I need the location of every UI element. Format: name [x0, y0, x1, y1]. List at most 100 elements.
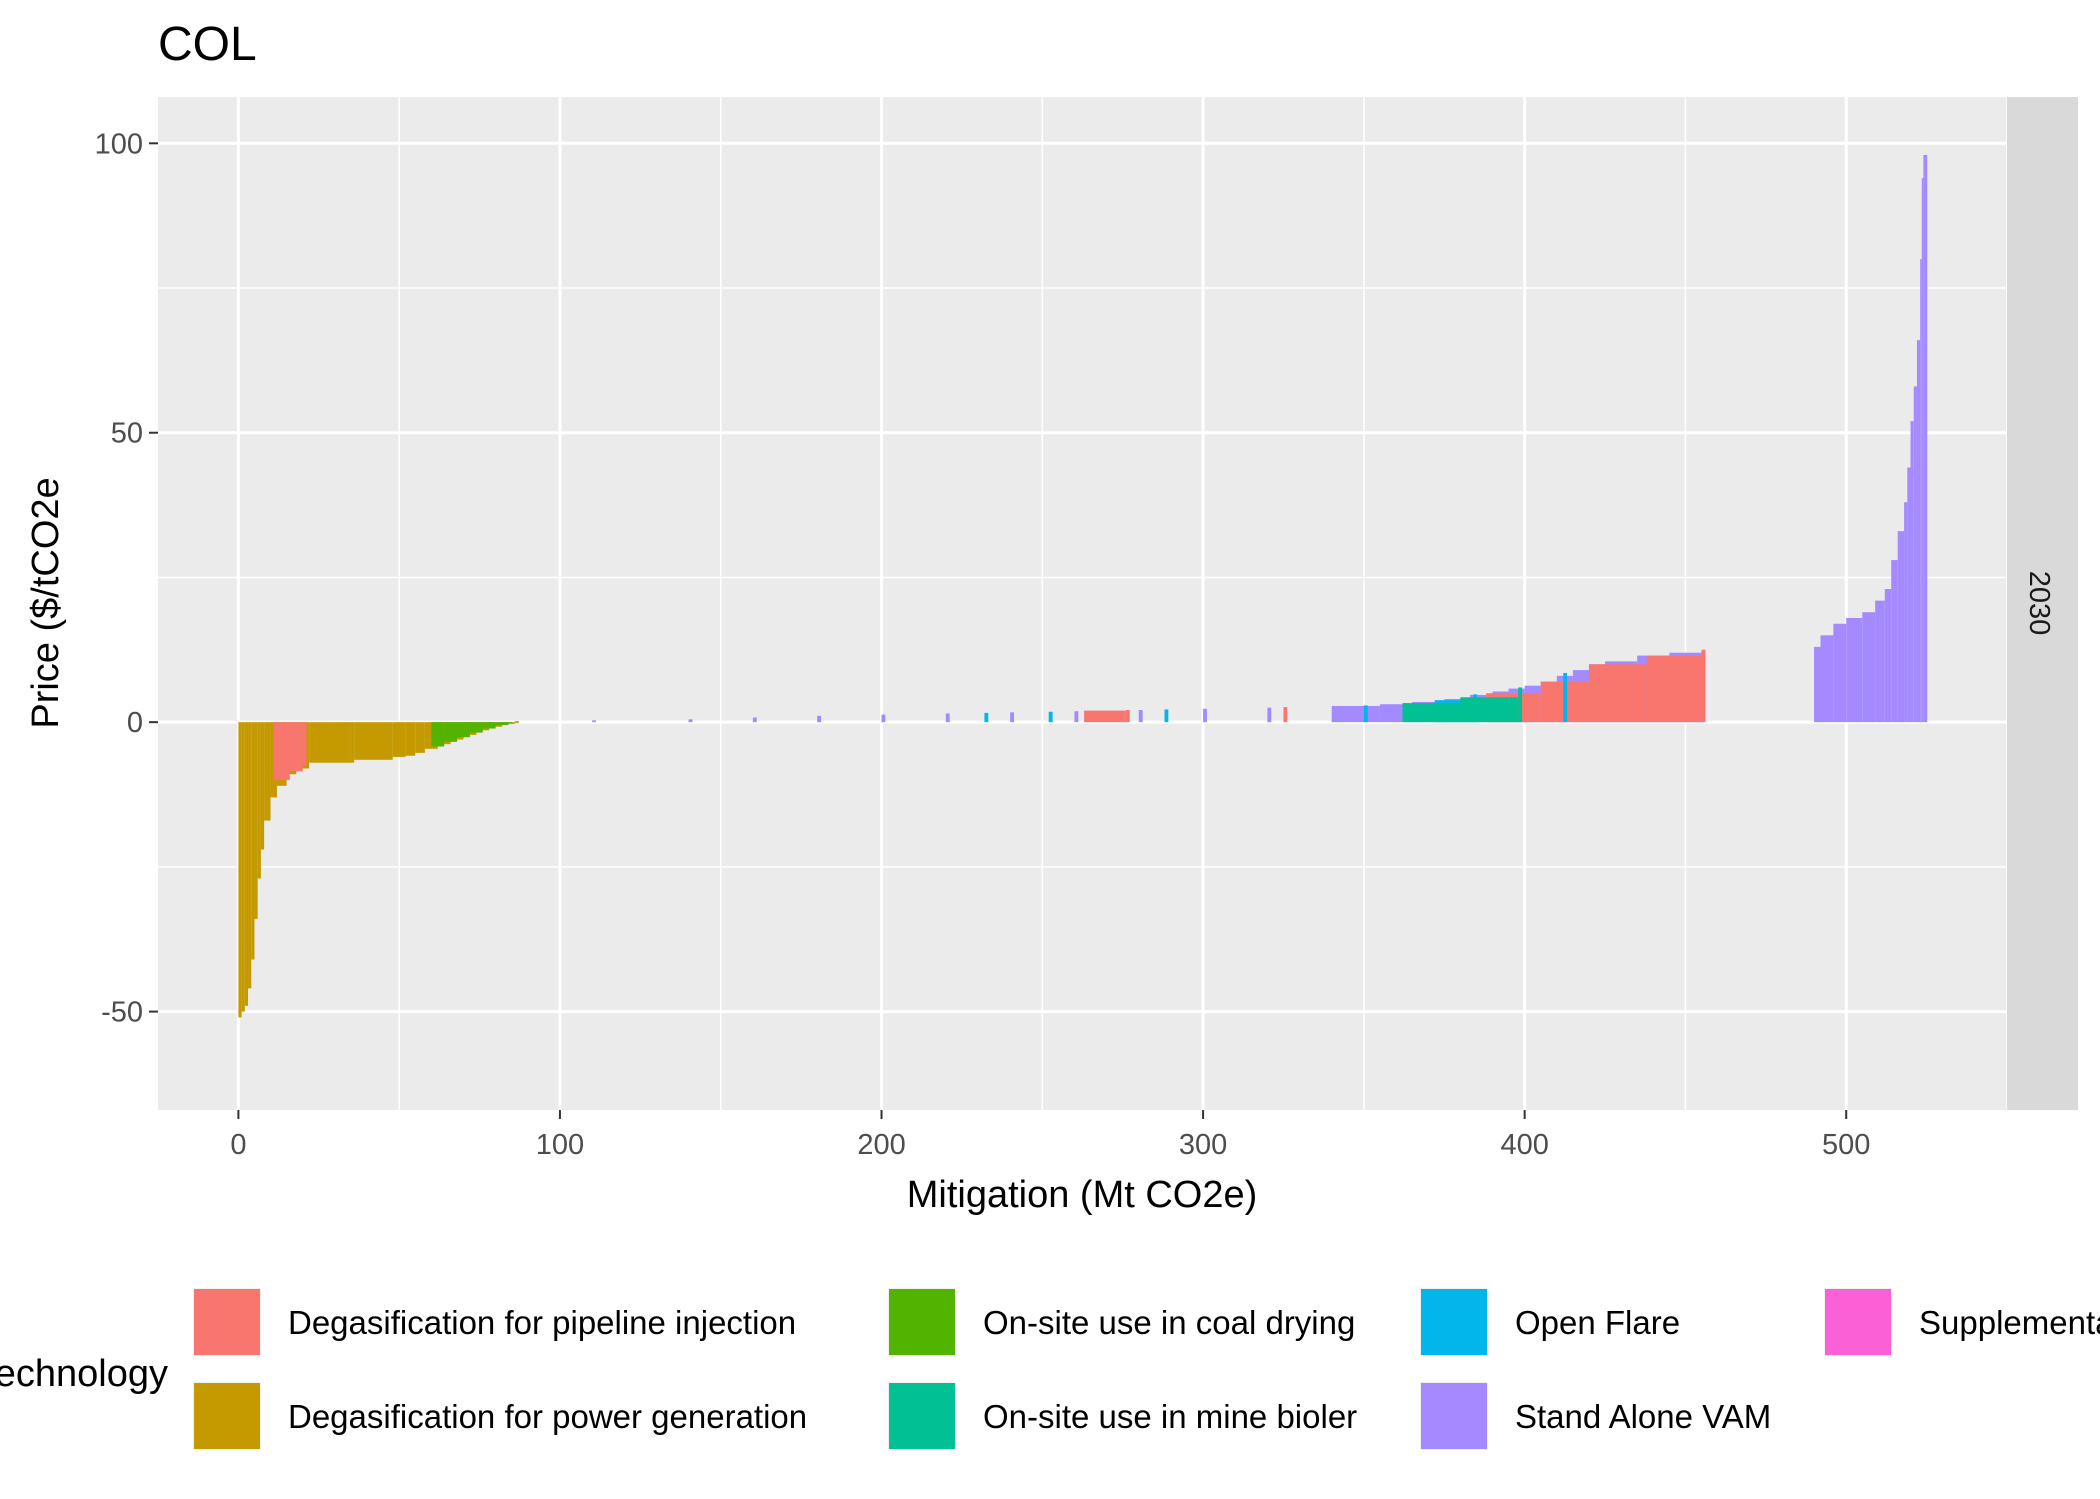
bar	[1921, 178, 1924, 723]
legend-label: On-site use in coal drying	[983, 1304, 1355, 1341]
bar	[1833, 623, 1847, 723]
legend-swatch	[194, 1383, 260, 1449]
bar	[752, 717, 757, 723]
bar	[1563, 672, 1568, 723]
bar	[1402, 703, 1461, 723]
bar	[1820, 635, 1834, 723]
legend-swatch	[889, 1289, 955, 1355]
y-axis: -50 0 50 100	[95, 128, 158, 1029]
bar	[1363, 705, 1368, 723]
bar	[482, 722, 496, 729]
bar	[1074, 711, 1079, 723]
x-tick-label: 300	[1179, 1129, 1227, 1161]
bar	[238, 722, 242, 1018]
bar	[289, 722, 303, 772]
bar	[251, 722, 255, 960]
bar	[260, 722, 265, 850]
bar	[1203, 708, 1207, 723]
bar	[350, 722, 355, 763]
bar	[1916, 340, 1921, 723]
bar	[1884, 589, 1892, 723]
y-tick-label: 50	[111, 418, 143, 450]
legend-swatch	[1421, 1383, 1487, 1449]
bar	[444, 722, 458, 742]
bar	[392, 722, 406, 757]
bar	[1084, 710, 1126, 723]
y-tick-label: 100	[95, 128, 143, 160]
x-tick-label: 0	[230, 1129, 246, 1161]
bar	[1267, 707, 1272, 723]
bars	[238, 154, 1928, 1018]
legend-swatch	[1421, 1289, 1487, 1355]
bar	[1164, 709, 1169, 723]
bar	[688, 719, 693, 723]
legend-label: Supplemental	[1919, 1304, 2100, 1341]
legend-label: Degasification for power generation	[288, 1398, 807, 1435]
x-tick-label: 100	[536, 1129, 584, 1161]
y-tick-label: -50	[101, 997, 143, 1029]
y-tick-label: 0	[127, 707, 143, 739]
bar	[254, 722, 258, 919]
bar	[1846, 617, 1863, 723]
grid-major	[158, 97, 2007, 1110]
bar	[1913, 386, 1917, 723]
bar	[457, 722, 470, 738]
bar	[309, 722, 351, 763]
bar	[1904, 502, 1908, 723]
bar	[508, 722, 513, 724]
bar	[817, 715, 822, 723]
legend-title: Technology	[0, 1353, 168, 1395]
x-tick-label: 500	[1822, 1129, 1870, 1161]
bar	[1907, 467, 1911, 723]
bar	[264, 722, 271, 821]
bar	[1814, 646, 1821, 723]
bar	[1862, 612, 1876, 723]
bar	[241, 722, 245, 1012]
bar	[1910, 421, 1914, 723]
x-axis: 0 100 200 300 400 500	[230, 1110, 1870, 1161]
bar	[273, 722, 290, 781]
bar	[302, 722, 307, 766]
bar	[257, 722, 261, 879]
bar	[431, 722, 445, 747]
x-tick-label: 400	[1500, 1129, 1548, 1161]
legend-swatch	[194, 1289, 260, 1355]
legend: Degasification for pipeline injection Deg…	[193, 1288, 2100, 1450]
bar	[1125, 710, 1130, 723]
bar	[469, 722, 483, 733]
x-tick-label: 200	[857, 1129, 905, 1161]
bar	[881, 714, 886, 723]
bar	[1891, 560, 1898, 723]
legend-label: On-site use in mine bioler	[983, 1398, 1357, 1435]
bar	[354, 722, 393, 760]
bar	[1331, 705, 1380, 723]
bar	[1920, 259, 1922, 723]
bar	[415, 722, 425, 753]
y-axis-title: Price ($/tCO2e	[25, 477, 67, 728]
bar	[1897, 531, 1905, 723]
facet-strip-label: 2030	[2023, 571, 2055, 636]
bar	[495, 722, 509, 726]
bar	[514, 721, 519, 723]
bar	[1646, 655, 1702, 723]
bar	[1048, 711, 1053, 723]
bar	[514, 722, 519, 724]
legend-label: Stand Alone VAM	[1515, 1398, 1771, 1435]
bar	[1460, 697, 1519, 723]
bar	[405, 722, 416, 756]
bar	[1283, 707, 1288, 723]
bar	[984, 712, 989, 723]
bar	[1010, 712, 1015, 723]
x-axis-title: Mitigation (Mt CO2e)	[907, 1174, 1258, 1216]
legend-label: Open Flare	[1515, 1304, 1680, 1341]
legend-swatch	[1825, 1289, 1891, 1355]
legend-swatch	[889, 1383, 955, 1449]
bar	[1875, 600, 1885, 723]
chart-title: COL	[158, 18, 257, 71]
legend-label: Degasification for pipeline injection	[288, 1304, 796, 1341]
bar	[244, 722, 249, 1006]
bar	[592, 720, 596, 723]
bar	[1588, 664, 1647, 723]
plot-panel	[158, 97, 2007, 1110]
bar	[1518, 687, 1523, 723]
